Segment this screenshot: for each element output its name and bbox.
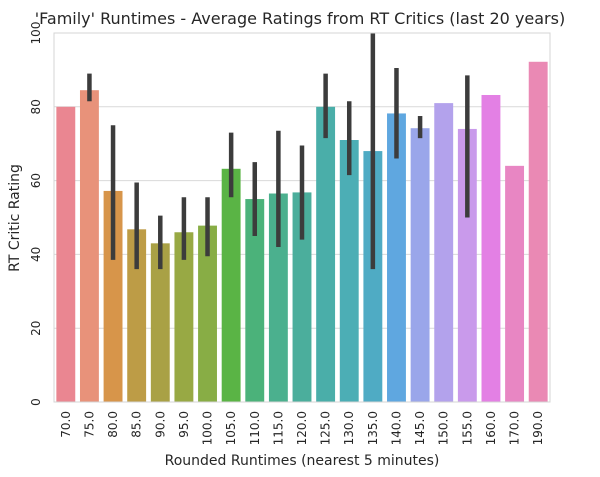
bar	[198, 225, 217, 402]
y-tick-label: 80	[29, 99, 43, 114]
bar	[103, 190, 123, 402]
bars	[56, 61, 548, 403]
x-tick-label: 120.0	[295, 411, 309, 445]
bar	[363, 151, 383, 402]
x-tick-label: 160.0	[484, 411, 498, 445]
x-tick-label: 145.0	[413, 411, 427, 445]
y-axis-label: RT Critic Rating	[7, 164, 23, 272]
y-tick-label: 100	[29, 22, 43, 45]
bar	[268, 193, 288, 402]
bar	[505, 165, 525, 402]
x-tick-label: 70.0	[59, 411, 73, 438]
x-tick-label: 125.0	[319, 411, 333, 445]
x-tick-label: 155.0	[460, 411, 474, 445]
x-tick-label: 140.0	[389, 411, 403, 445]
bar	[292, 192, 312, 402]
x-tick-label: 85.0	[130, 411, 144, 438]
x-tick-label: 90.0	[153, 411, 167, 438]
bar	[528, 61, 548, 402]
bar	[221, 168, 241, 402]
bar	[481, 94, 501, 402]
bar	[457, 128, 477, 402]
bar	[387, 113, 406, 402]
x-tick-label: 80.0	[106, 411, 120, 438]
error-bars	[87, 33, 470, 270]
bar	[339, 140, 359, 402]
x-tick-label: 115.0	[271, 411, 285, 445]
x-tick-label: 105.0	[224, 411, 238, 445]
x-tick-label: 110.0	[248, 411, 262, 445]
y-tick-label: 40	[29, 247, 43, 262]
bar	[434, 103, 454, 403]
bar	[150, 243, 170, 402]
x-tick-label: 190.0	[531, 411, 545, 445]
bar	[174, 232, 194, 402]
x-tick-label: 150.0	[437, 411, 451, 445]
y-tick-labels: 0 20 40 60 80 100	[29, 22, 43, 406]
bar	[410, 128, 430, 402]
x-tick-labels: 70.0 75.0 80.0 85.0 90.0 95.0 100.0 105.0 110.0 1…	[59, 411, 545, 445]
y-tick-label: 0	[29, 398, 43, 406]
x-axis-label: Rounded Runtimes (nearest 5 minutes)	[165, 453, 440, 469]
bar	[245, 199, 265, 402]
x-tick-label: 130.0	[342, 411, 356, 445]
x-tick-label: 95.0	[177, 411, 191, 438]
chart-title: 'Family' Runtimes - Average Ratings from…	[35, 9, 565, 28]
x-tick-label: 135.0	[366, 411, 380, 445]
plot-frame	[53, 32, 551, 403]
y-tick-label: 20	[29, 321, 43, 336]
bar	[79, 90, 99, 402]
bar	[56, 106, 76, 403]
x-tick-label: 100.0	[201, 411, 215, 445]
bar	[127, 229, 147, 402]
x-tick-label: 170.0	[508, 411, 522, 445]
bar	[316, 106, 336, 403]
y-tick-label: 60	[29, 173, 43, 188]
x-tick-label: 75.0	[82, 411, 96, 438]
